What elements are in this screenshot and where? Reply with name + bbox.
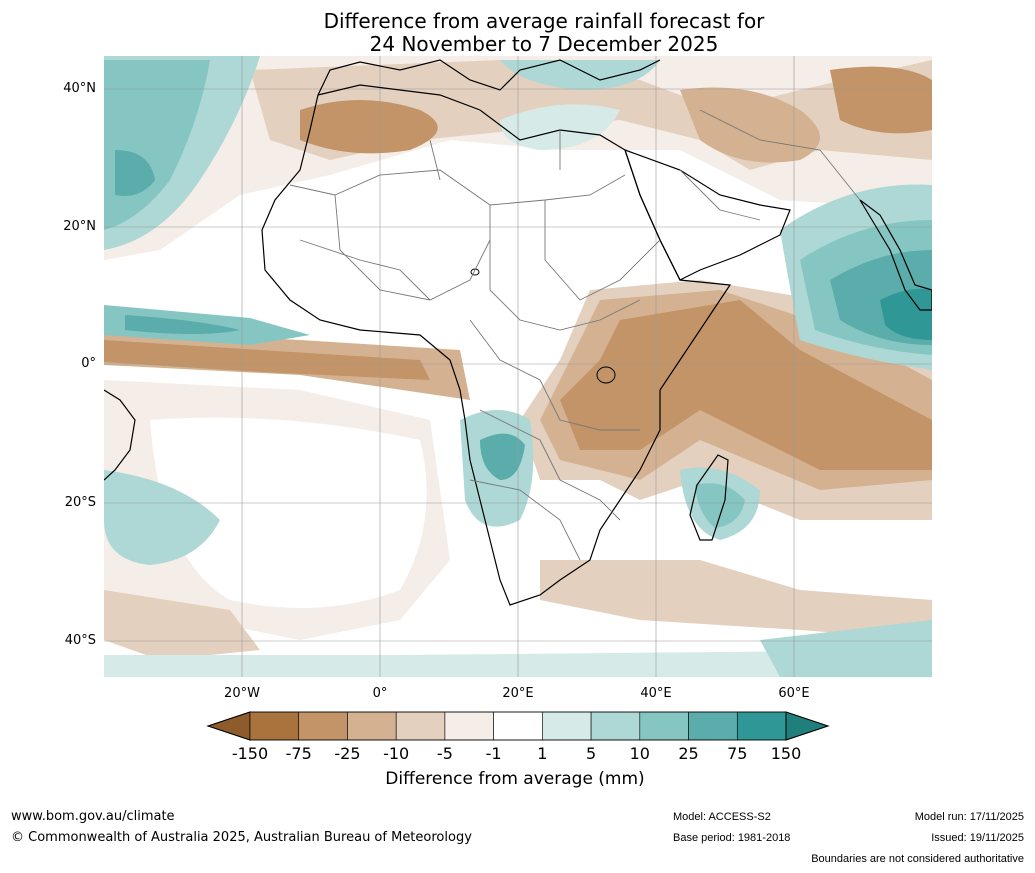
anomaly-wet-angola-2 [480, 433, 525, 480]
colorbar-underflow [206, 711, 251, 741]
footer-model: Model: ACCESS-S2 [673, 811, 771, 823]
footer-website[interactable]: www.bom.gov.au/climate [11, 809, 175, 824]
anomaly-wet-indian-4 [880, 288, 932, 340]
footer-model-run: Model run: 17/11/2025 [914, 811, 1024, 823]
footer-issued: Issued: 19/11/2025 [931, 832, 1024, 844]
lon-label-40e: 40°E [640, 686, 672, 701]
country-borders [289, 109, 861, 561]
lon-label-20w: 20°W [224, 686, 260, 701]
colorbar-tick-label: 5 [585, 744, 597, 763]
anomaly-white-satl [150, 417, 427, 608]
colorbar-tick-label: 75 [727, 744, 748, 763]
anomaly-wet-med [500, 104, 620, 150]
africa-coastline [261, 84, 732, 606]
colorbar-tick-label: -5 [436, 744, 453, 763]
south-america-outline [104, 389, 136, 481]
colorbar-cell [298, 711, 348, 741]
colorbar-overflow [785, 711, 830, 741]
colorbar-cell [639, 711, 689, 741]
colorbar-title: Difference from average (mm) [385, 769, 645, 789]
anomaly-wet-equatorial-2 [125, 315, 240, 334]
footer-base-period: Base period: 1981-2018 [673, 832, 791, 844]
colorbar-cell [688, 711, 738, 741]
colorbar-cell [347, 711, 397, 741]
lat-label-20s: 20°S [64, 495, 96, 510]
lat-label-20n: 20°N [63, 219, 96, 234]
anomaly-wet-atlantic-3 [115, 150, 155, 196]
colorbar-cell [736, 711, 787, 741]
colorbar-cell [249, 711, 300, 741]
anomaly-wet-south-atl [104, 470, 220, 565]
colorbar-cell [493, 711, 543, 741]
colorbar [206, 711, 830, 741]
arabia-outline [624, 149, 791, 281]
lake-victoria [596, 366, 616, 384]
colorbar-tick-label: 25 [678, 744, 699, 763]
colorbar-tick-label: 10 [629, 744, 650, 763]
anomaly-wet-south-far-2 [760, 620, 932, 677]
anomaly-dry-south [540, 560, 932, 640]
anomaly-dry-indian-strong [560, 300, 932, 470]
title-line-2: 24 November to 7 December 2025 [369, 32, 719, 56]
title-line-1: Difference from average rainfall forecas… [323, 9, 765, 33]
europe-outline [317, 59, 661, 96]
colorbar-cell [444, 711, 494, 741]
lon-label-60e: 60°E [778, 686, 810, 701]
colorbar-tick-label: 1 [537, 744, 548, 763]
colorbar-tick-label: -1 [485, 744, 502, 763]
india-outline [859, 199, 932, 311]
map-title: Difference from average rainfall forecas… [104, 10, 984, 56]
lat-label-40s: 40°S [64, 633, 96, 648]
anomaly-wet-med-2 [500, 60, 660, 90]
colorbar-tick-label: -25 [334, 744, 361, 763]
madagascar-outline [689, 454, 729, 541]
lon-label-0: 0° [372, 686, 388, 701]
colorbar-tick-label: 150 [770, 744, 802, 763]
colorbar-cell [590, 711, 641, 741]
colorbar-cell [542, 711, 592, 741]
lon-label-20e: 20°E [502, 686, 534, 701]
anomaly-dry-equatorial-2 [104, 340, 430, 380]
gridlines [104, 56, 932, 677]
footer-disclaimer: Boundaries are not considered authoritat… [811, 853, 1024, 865]
colorbar-tick-label: -150 [231, 744, 269, 763]
anomaly-dry-south-atl [104, 590, 260, 660]
lat-label-0: 0° [81, 356, 96, 371]
colorbar-tick-label: -10 [383, 744, 410, 763]
anomaly-dry-strong-north [300, 100, 438, 154]
footer-copyright: © Commonwealth of Australia 2025, Austra… [11, 830, 472, 845]
colorbar-cell [395, 711, 446, 741]
anomaly-wet-madagascar-2 [695, 483, 745, 528]
colorbar-tick-label: -75 [285, 744, 312, 763]
lat-label-40n: 40°N [63, 81, 96, 96]
anomaly-dry-strong-mideast-2 [830, 66, 932, 134]
